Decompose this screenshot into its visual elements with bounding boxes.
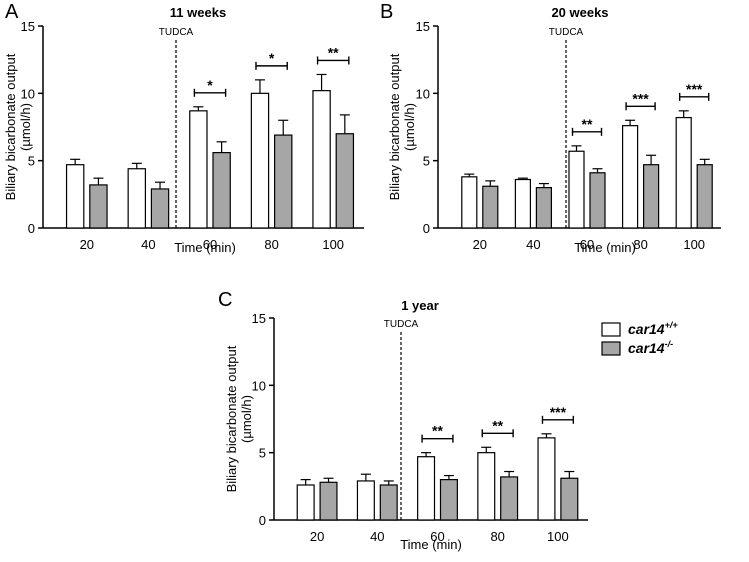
- bar-wt: [514, 178, 532, 229]
- bar-ko: [274, 134, 293, 229]
- legend-swatch-ko: [601, 341, 621, 356]
- panel-letter: B: [380, 1, 393, 23]
- y-axis-label: Biliary bicarbonate output: [224, 345, 239, 492]
- bar-wt: [675, 116, 692, 229]
- x-axis-label: Time (min): [174, 240, 236, 255]
- x-tick-label: 100: [547, 529, 569, 544]
- y-axis-label-unit: (µmol/h): [18, 103, 33, 151]
- legend-label-wt-sup: +/+: [665, 320, 679, 330]
- x-tick-label: 60: [580, 237, 594, 252]
- x-tick-label: 60: [430, 529, 444, 544]
- tudca-label: TUDCA: [384, 319, 419, 330]
- significance-label: **: [492, 417, 503, 433]
- bar-wt: [65, 164, 85, 229]
- bar-ko: [319, 481, 338, 521]
- bar-ko: [642, 164, 660, 229]
- y-tick-label: 15: [21, 19, 35, 34]
- x-axis-label: Time (min): [574, 240, 636, 255]
- y-axis-label-unit: (µmol/h): [402, 103, 417, 151]
- x-tick-label: 20: [473, 237, 487, 252]
- x-tick-label: 40: [526, 237, 540, 252]
- bar-ko: [500, 476, 519, 521]
- significance-label: **: [328, 44, 339, 60]
- bar-ko: [379, 484, 398, 521]
- panel-a: A 11 weeks 0 5 10 15 Biliary bicarbonate outpu…: [3, 1, 364, 255]
- y-tick-label: 10: [252, 378, 266, 393]
- x-tick-label: 80: [264, 237, 278, 252]
- panel-title: 11 weeks: [170, 5, 226, 20]
- significance-label: *: [269, 50, 275, 66]
- x-tick-label: 20: [310, 529, 324, 544]
- panel-c: C 1 year 0 5 10 15 Biliary bicarbonate output(…: [218, 289, 588, 552]
- bar-wt: [356, 480, 375, 521]
- bar-ko: [150, 188, 170, 229]
- bar-wt: [312, 90, 331, 229]
- bar-wt: [250, 92, 270, 229]
- y-axis-label: Biliary bicarbonate output: [3, 53, 18, 200]
- y-tick-label: 10: [21, 86, 35, 101]
- legend-label-ko: car14-/-: [628, 339, 673, 356]
- x-tick-label: 80: [633, 237, 647, 252]
- significance-label: ***: [632, 90, 649, 106]
- significance-label: ***: [550, 404, 567, 420]
- bar-ko: [560, 477, 579, 521]
- legend-swatch-wt: [601, 322, 621, 337]
- y-axis-label-unit: (µmol/h): [239, 395, 254, 443]
- bar-wt: [127, 168, 146, 229]
- y-tick-label: 5: [28, 154, 35, 169]
- y-axis-label: Biliary bicarbonate output: [387, 53, 402, 200]
- y-tick-label: 15: [252, 311, 266, 326]
- significance-label: *: [207, 77, 213, 93]
- significance-label: **: [582, 116, 593, 132]
- x-tick-label: 100: [322, 237, 344, 252]
- bar-ko: [482, 185, 499, 229]
- x-tick-label: 80: [490, 529, 504, 544]
- panel-letter: C: [218, 289, 232, 311]
- x-tick-label: 100: [683, 237, 705, 252]
- x-tick-label: 20: [80, 237, 94, 252]
- x-tick-label: 40: [370, 529, 384, 544]
- panel-title: 20 weeks: [551, 5, 608, 20]
- y-tick-label: 0: [28, 221, 35, 236]
- y-tick-label: 15: [416, 19, 430, 34]
- bar-wt: [537, 437, 556, 521]
- legend-label-ko-sup: -/-: [665, 339, 674, 349]
- significance-label: **: [432, 423, 443, 439]
- bar-wt: [189, 110, 208, 229]
- y-tick-label: 5: [423, 154, 430, 169]
- y-tick-label: 5: [259, 446, 266, 461]
- bar-ko: [535, 187, 553, 229]
- x-tick-label: 60: [203, 237, 217, 252]
- bar-wt: [621, 125, 639, 229]
- x-tick-label: 40: [141, 237, 155, 252]
- legend: car14+/+ car14-/-: [601, 320, 678, 356]
- bar-ko: [212, 151, 231, 229]
- y-tick-label: 0: [423, 221, 430, 236]
- panels-group: A 11 weeks 0 5 10 15 Biliary bicarbonate outpu…: [3, 1, 721, 552]
- bar-ko: [439, 479, 458, 521]
- bar-ko: [589, 172, 606, 229]
- bar-ko: [696, 164, 713, 229]
- tudca-label: TUDCA: [549, 27, 584, 38]
- bar-ko: [89, 184, 108, 229]
- bar-wt: [296, 484, 315, 521]
- legend-label-wt: car14+/+: [628, 320, 678, 337]
- bar-ko: [335, 133, 355, 229]
- bar-wt: [417, 456, 436, 521]
- y-tick-label: 10: [416, 86, 430, 101]
- x-axis-label: Time (min): [400, 537, 462, 552]
- panel-title: 1 year: [401, 298, 439, 313]
- y-tick-label: 0: [259, 513, 266, 528]
- significance-label: ***: [686, 81, 703, 97]
- bar-wt: [477, 452, 496, 521]
- panel-letter: A: [5, 1, 19, 23]
- tudca-label: TUDCA: [159, 27, 194, 38]
- bar-wt: [461, 176, 478, 229]
- bar-wt: [568, 150, 585, 229]
- panel-b: B 20 weeks 0 5 10 15 Biliary bicarbonate outpu…: [380, 1, 721, 255]
